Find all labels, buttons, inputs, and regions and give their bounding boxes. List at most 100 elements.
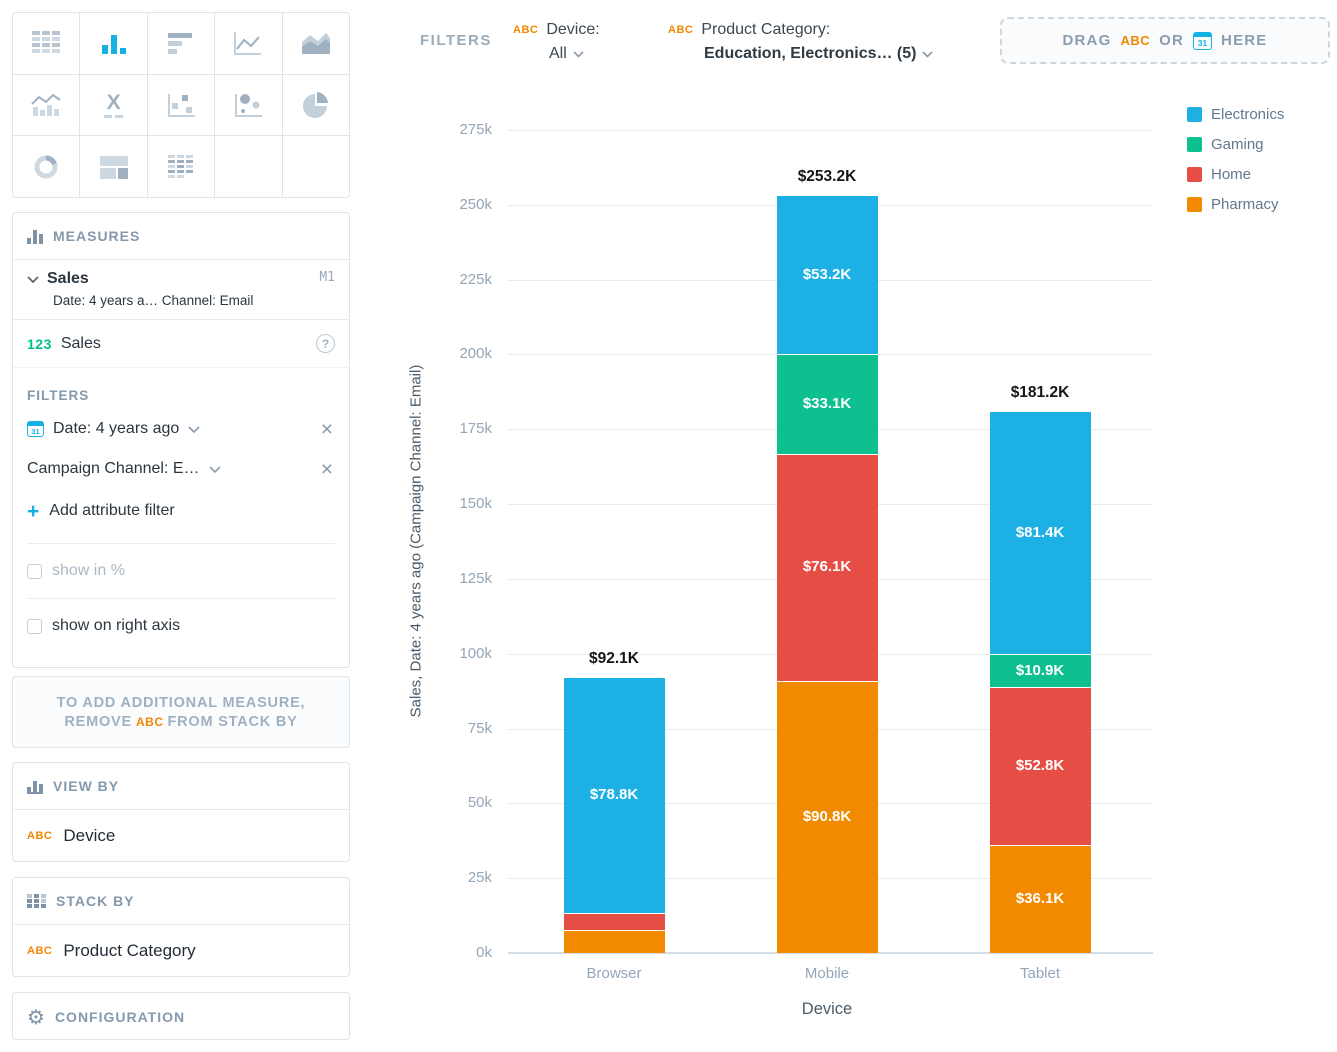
attribute-filter-row[interactable]: Campaign Channel: E… × (13, 449, 349, 489)
bar-segment-home-tablet[interactable] (989, 686, 1091, 845)
show-right-axis-label: show on right axis (52, 617, 181, 634)
chart-type-table[interactable] (13, 13, 80, 74)
device-filter-value: All (549, 45, 567, 62)
bar-segment-pharmacy-tablet[interactable] (989, 844, 1091, 953)
chart-type-column-selected[interactable] (80, 13, 147, 74)
bar-segment-electronics-tablet[interactable] (989, 410, 1091, 655)
y-tick-label: 25k (467, 869, 492, 887)
y-tick-label: 200k (459, 345, 492, 363)
legend-item-pharmacy[interactable]: Pharmacy (1187, 196, 1284, 213)
chevron-down-icon[interactable] (208, 465, 221, 473)
donut-chart-icon (34, 155, 58, 179)
measure-name: Sales (47, 270, 89, 287)
bar-segment-home-browser[interactable] (563, 913, 665, 931)
bar-chart-icon (167, 33, 192, 55)
abc-tag: ABC (136, 714, 164, 729)
show-right-axis-checkbox[interactable] (27, 618, 42, 634)
date-filter-row[interactable]: 31 Date: 4 years ago × (13, 409, 349, 449)
remove-attribute-filter-icon[interactable]: × (320, 457, 333, 481)
chart-type-heatmap[interactable] (147, 136, 215, 197)
chart-type-grid: X (13, 13, 349, 197)
measure-item-sales[interactable]: Sales M1 Date: 4 years a… Channel: Email (13, 260, 349, 320)
chart-type-scatter[interactable] (147, 74, 215, 136)
chart-type-headline[interactable]: X (80, 74, 147, 136)
bar-segment-pharmacy-browser[interactable] (563, 930, 665, 953)
help-icon[interactable]: ? (316, 334, 335, 353)
show-right-axis-row: show on right axis (13, 609, 349, 643)
measure-definition-label: Sales (60, 334, 101, 352)
abc-tag: ABC (27, 830, 53, 842)
bar-segment-gaming-mobile[interactable] (776, 354, 878, 454)
bar-total-value: $181.2K (1010, 383, 1070, 401)
show-in-percent-label: show in % (52, 562, 125, 579)
legend-label: Gaming (1211, 136, 1264, 153)
drop-zone-or: OR (1159, 32, 1185, 49)
chart-type-line[interactable] (215, 13, 282, 74)
chart-type-pie[interactable] (282, 74, 349, 136)
scatter-plot-icon (167, 93, 195, 117)
view-by-title: VIEW BY (53, 778, 120, 794)
chart-type-bar[interactable] (147, 13, 215, 74)
stack-by-icon (27, 894, 46, 908)
filter-drop-zone[interactable]: DRAG ABC OR 31 HERE (1000, 17, 1330, 64)
chart-type-donut[interactable] (13, 136, 80, 197)
x-axis-title: Device (801, 1000, 853, 1018)
product-category-filter-chip[interactable]: ABC Product Category: Education, Electro… (668, 21, 934, 63)
bar-segment-electronics-browser[interactable] (563, 677, 665, 914)
measures-title: MEASURES (53, 228, 141, 244)
heatmap-icon (167, 154, 193, 178)
chevron-down-icon[interactable] (188, 425, 200, 433)
attribute-filter-label: Campaign Channel: E… (27, 460, 200, 477)
abc-tag: ABC (668, 24, 694, 36)
product-category-filter-value: Education, Electronics… (5) (704, 45, 917, 62)
chart-legend: Electronics Gaming Home Pharmacy (1187, 106, 1284, 213)
view-by-item-device[interactable]: ABC Device (13, 810, 349, 862)
legend-swatch (1187, 107, 1202, 122)
measure-definition-row[interactable]: 123 Sales ? (13, 320, 349, 368)
y-tick-label: 50k (467, 794, 492, 812)
legend-swatch (1187, 197, 1202, 212)
configuration-header[interactable]: ⚙ CONFIGURATION (13, 993, 349, 1040)
device-filter-name: Device: (546, 21, 600, 38)
add-attribute-filter-button[interactable]: + Add attribute filter (13, 489, 349, 533)
view-by-header: VIEW BY (13, 763, 349, 810)
chart-type-treemap[interactable] (80, 136, 147, 197)
note-line2-post: FROM STACK BY (167, 713, 298, 730)
chevron-down-icon[interactable] (27, 275, 39, 283)
legend-swatch (1187, 167, 1202, 182)
configuration-panel[interactable]: ⚙ CONFIGURATION (12, 992, 350, 1040)
y-tick-label: 100k (459, 644, 492, 662)
abc-tag: ABC (513, 24, 539, 36)
chart-type-combo[interactable] (13, 74, 80, 136)
chart-type-bubble[interactable] (215, 74, 282, 136)
measure-badge: M1 (319, 270, 335, 285)
date-filter-label: Date: 4 years ago (53, 420, 180, 437)
device-filter-chip[interactable]: ABC Device: All (513, 21, 600, 63)
chart-type-area[interactable] (282, 13, 349, 74)
bar-segment-electronics-mobile[interactable] (776, 195, 878, 355)
headline-icon: X (104, 92, 124, 118)
bar-total-value: $92.1K (589, 650, 639, 668)
legend-item-gaming[interactable]: Gaming (1187, 136, 1284, 153)
add-attribute-filter-label: Add attribute filter (49, 502, 175, 519)
y-tick-label: 250k (459, 195, 492, 213)
bar-segment-pharmacy-mobile[interactable] (776, 681, 878, 953)
legend-item-home[interactable]: Home (1187, 166, 1284, 183)
bar-total-value: $253.2K (797, 168, 857, 186)
stack-by-panel: STACK BY ABC Product Category (12, 877, 350, 977)
stack-by-item-product-category[interactable]: ABC Product Category (13, 925, 349, 977)
bar-segment-home-mobile[interactable] (776, 453, 878, 682)
filter-bar-label: FILTERS (420, 32, 492, 49)
remove-date-filter-icon[interactable]: × (320, 417, 333, 441)
bubble-chart-icon (235, 93, 263, 117)
show-in-percent-checkbox[interactable] (27, 563, 42, 579)
treemap-icon (99, 155, 128, 179)
bar-segment-gaming-tablet[interactable] (989, 654, 1091, 687)
drop-zone-drag: DRAG (1062, 32, 1112, 49)
legend-item-electronics[interactable]: Electronics (1187, 106, 1284, 123)
divider (27, 543, 335, 544)
y-tick-label: 75k (467, 719, 492, 737)
drop-zone-here: HERE (1221, 32, 1268, 49)
y-tick-label: 225k (459, 270, 492, 288)
